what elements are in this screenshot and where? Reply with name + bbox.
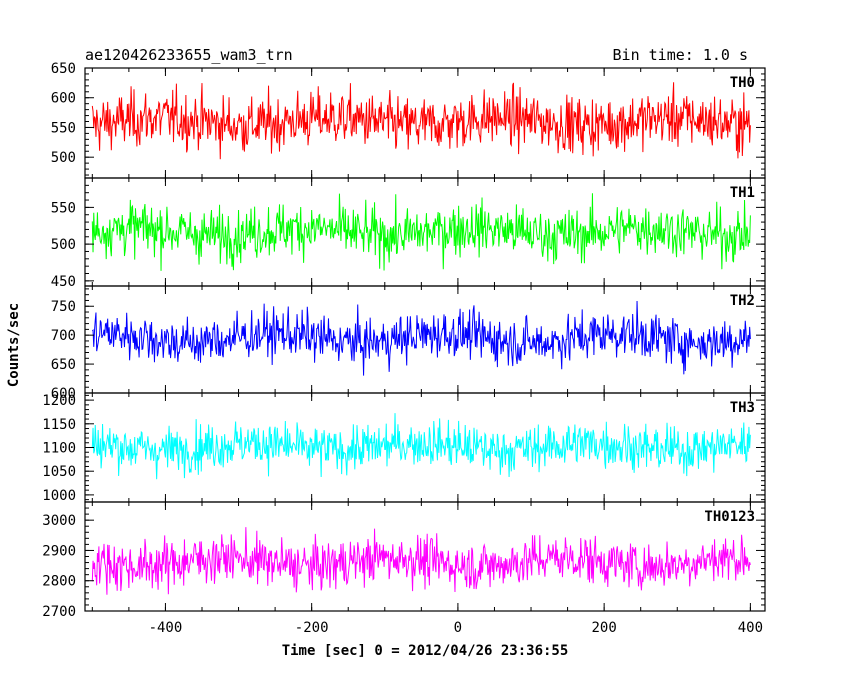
panel-label: TH2 <box>730 293 755 309</box>
y-tick-label: 1100 <box>42 441 76 457</box>
panel-label: TH0 <box>730 75 755 91</box>
series-line-th0 <box>91 82 751 160</box>
y-tick-label: 2900 <box>42 543 76 559</box>
y-tick-label: 550 <box>51 200 76 216</box>
y-tick-label: 2700 <box>42 604 76 620</box>
series-line-th2 <box>91 300 751 376</box>
panel-th2: 600 650 700 750 TH2 <box>51 285 766 402</box>
x-tick-label: 400 <box>738 620 763 636</box>
y-tick-label: 700 <box>51 328 76 344</box>
panel-th0123: 2700 2800 2900 3000 TH0123 <box>42 501 766 620</box>
panel-th0: 500 550 600 650 TH0 <box>51 61 766 179</box>
y-tick-label: 600 <box>51 91 76 107</box>
y-tick-label: 1000 <box>42 488 76 504</box>
x-tick-label: 0 <box>454 620 462 636</box>
series-line-th3 <box>91 413 751 480</box>
y-tick-label: 500 <box>51 237 76 253</box>
panel-label: TH3 <box>730 400 755 416</box>
y-tick-label: 550 <box>51 120 76 136</box>
panel-th1: 450 500 550 TH1 <box>51 177 766 290</box>
series-line-th1 <box>91 193 751 271</box>
x-axis-ticks: -400 -200 0 200 400 <box>149 620 763 636</box>
x-axis-label: Time [sec] 0 = 2012/04/26 23:36:55 <box>282 643 569 659</box>
y-tick-label: 650 <box>51 61 76 77</box>
y-tick-label: 650 <box>51 357 76 373</box>
y-tick-label: 3000 <box>42 513 76 529</box>
x-tick-label: -400 <box>149 620 183 636</box>
panels-group: 500 550 600 650 TH0 450 500 550 TH1 600 650 700 750 T… <box>42 61 766 620</box>
panel-th3: 1000 1050 1100 1150 1200 TH3 <box>42 392 766 504</box>
panel-label: TH1 <box>730 185 755 201</box>
y-tick-label: 1200 <box>42 393 76 409</box>
y-tick-label: 450 <box>51 274 76 290</box>
panel-label: TH0123 <box>704 509 755 525</box>
y-axis-label: Counts/sec <box>6 303 22 387</box>
x-tick-label: 200 <box>591 620 616 636</box>
series-line-th0123 <box>91 527 751 595</box>
y-tick-label: 1150 <box>42 417 76 433</box>
chart-title: ae120426233655_wam3_trn <box>85 46 293 64</box>
y-tick-label: 2800 <box>42 574 76 590</box>
y-tick-label: 600 <box>51 386 76 402</box>
y-tick-label: 750 <box>51 299 76 315</box>
y-tick-label: 500 <box>51 150 76 166</box>
y-tick-label: 1050 <box>42 464 76 480</box>
bin-time-label: Bin time: 1.0 s <box>613 46 748 64</box>
x-tick-label: -200 <box>295 620 329 636</box>
